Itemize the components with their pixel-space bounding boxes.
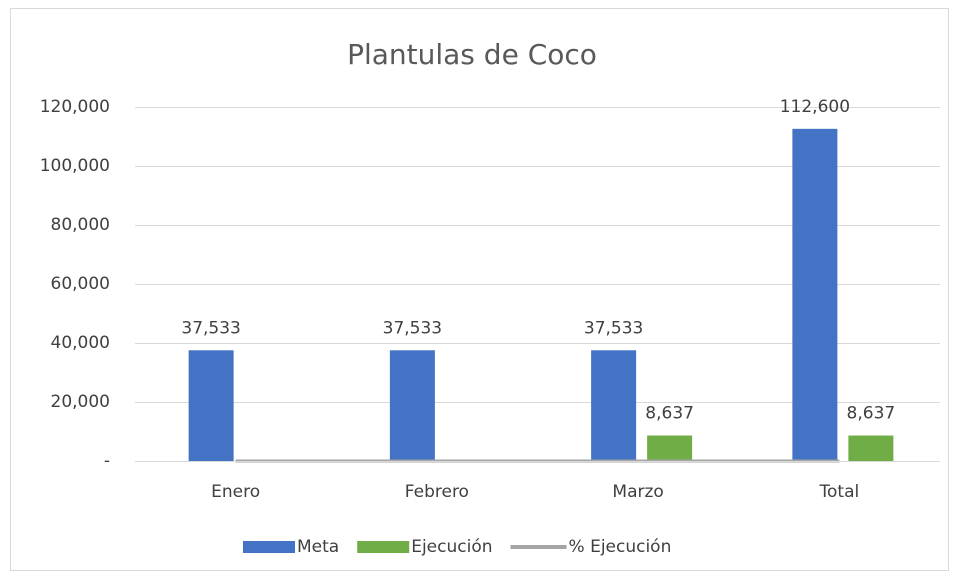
legend-swatch: [357, 541, 410, 553]
legend-label: Meta: [297, 537, 339, 557]
x-tick-label: Marzo: [612, 482, 663, 502]
data-label: 112,600: [780, 97, 850, 117]
chart-title: Plantulas de Coco: [347, 38, 597, 71]
bar: [389, 350, 435, 461]
bar: [647, 435, 693, 461]
y-tick-label: 100,000: [40, 156, 110, 176]
data-label: 37,533: [181, 318, 240, 338]
y-tick-label: -: [104, 451, 110, 471]
y-tick-label: 80,000: [51, 215, 110, 235]
y-tick-label: 60,000: [51, 274, 110, 294]
legend-swatch: [243, 541, 295, 553]
y-tick-label: 40,000: [51, 333, 110, 353]
x-tick-label: Enero: [211, 482, 260, 502]
legend-label: % Ejecución: [569, 537, 672, 557]
bar: [591, 350, 637, 461]
data-label: 8,637: [847, 404, 896, 424]
data-label: 37,533: [383, 318, 442, 338]
data-label: 8,637: [645, 404, 694, 424]
y-tick-label: 20,000: [51, 392, 110, 412]
y-tick-label: 120,000: [40, 97, 110, 117]
data-label: 37,533: [584, 318, 643, 338]
x-tick-label: Total: [819, 482, 860, 502]
bar: [848, 435, 894, 461]
bar: [792, 128, 838, 461]
bar: [188, 350, 234, 461]
legend-label: Ejecución: [411, 537, 492, 557]
chart-frame: [10, 8, 949, 571]
x-tick-label: Febrero: [405, 482, 469, 502]
